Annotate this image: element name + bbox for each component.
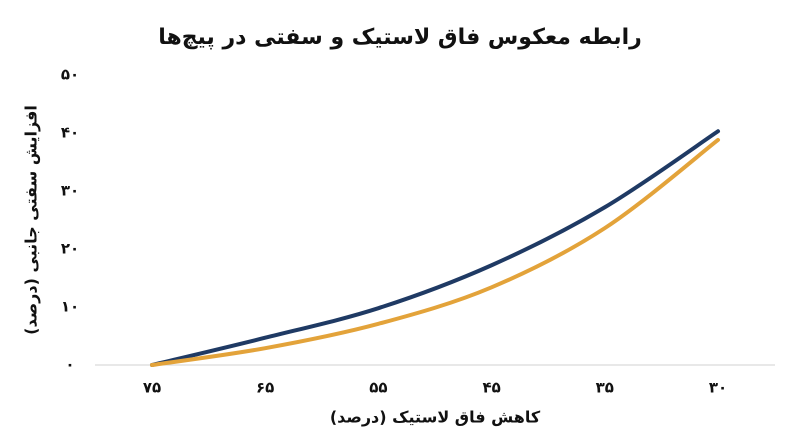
x-tick-label: ۷۵ [143,379,161,397]
y-tick-label: ۳۰ [61,182,79,200]
x-tick-label: ۶۵ [256,379,274,397]
y-axis-label: افزایش سفتی جانبی (درصد) [22,105,41,335]
y-tick-label: ۵۰ [61,66,79,84]
y-tick-label: ۲۰ [61,240,79,258]
x-tick-label: ۵۵ [369,379,387,397]
x-tick-label: ۳۰ [709,379,727,397]
series-line [150,137,720,367]
chart-title: رابطه معکوس فاق لاستیک و سفتی در پیچ‌ها [158,25,642,50]
y-tick-label: ۰ [65,356,74,374]
x-axis-label: کاهش فاق لاستیک (درصد) [330,408,541,427]
series-line [150,129,720,367]
y-tick-label: ۴۰ [61,124,79,142]
x-tick-label: ۴۵ [482,379,500,397]
y-tick-label: ۱۰ [61,298,79,316]
x-tick-label: ۳۵ [596,379,614,397]
